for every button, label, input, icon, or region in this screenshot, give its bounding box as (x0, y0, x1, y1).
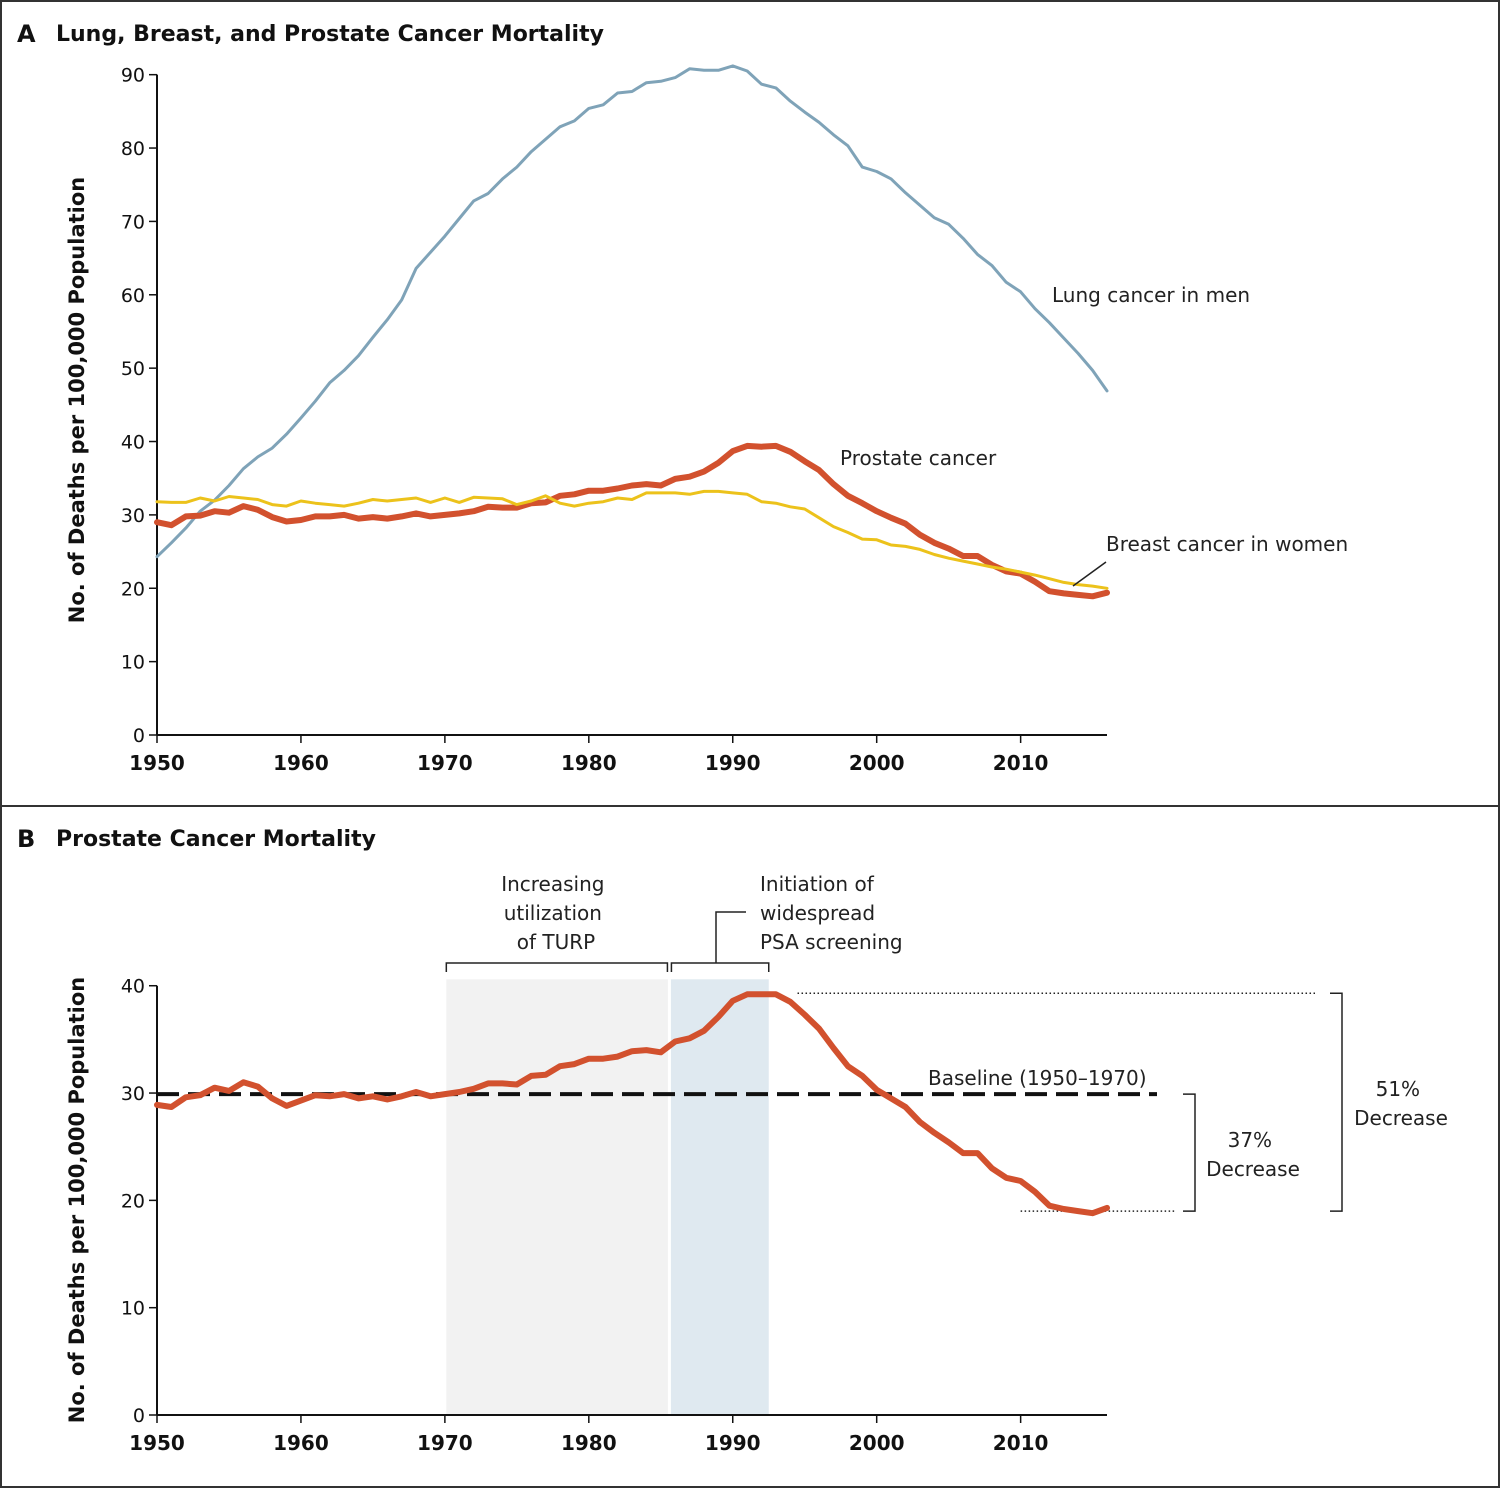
panel-b-period-bracket-turp (445, 962, 669, 972)
decrease-51-line-2: Decrease (1354, 1106, 1448, 1130)
psa-label-line-2: widespread (760, 901, 875, 925)
panel-a-y-tick-label: 20 (121, 578, 145, 600)
panel-b-series-prostate-cancer (154, 991, 1110, 1217)
panel-a-x-tick-label: 1960 (273, 751, 329, 775)
panel-a-y-tick-label: 90 (121, 65, 145, 87)
psa-label-line-1: Initiation of (760, 872, 875, 896)
decrease-37-label: 37% Decrease (1206, 1128, 1300, 1181)
turp-label-line-3: of TURP (517, 930, 595, 954)
panel-a-plot: 0 10 20 30 40 50 60 70 80 90 1950 1960 1970 1980 1990 2… (121, 64, 1110, 775)
panel-a-y-tick-label: 70 (121, 211, 145, 233)
psa-label-line-3: PSA screening (760, 930, 903, 954)
panel-b-psa-leader-line (715, 911, 746, 963)
psa-period-label: Initiation of widespread PSA screening (760, 872, 903, 954)
panel-b-y-tick-label: 10 (121, 1298, 145, 1320)
panel-b-y-tick-label: 30 (121, 1083, 145, 1105)
baseline-label: Baseline (1950–1970) (928, 1066, 1147, 1090)
panel-a-x-tick-label: 1990 (705, 751, 761, 775)
panel-a-x-tick-label: 2000 (849, 751, 905, 775)
panel-a-series-prostate-cancer (154, 442, 1110, 600)
panel-b-x-tick-label: 1970 (417, 1431, 473, 1455)
panel-b-x-tick-label: 1990 (705, 1431, 761, 1455)
panel-a-series-lung-cancer-in-men (155, 64, 1109, 559)
panel-b-period-bracket-psa (670, 962, 770, 972)
panel-a-title: Lung, Breast, and Prostate Cancer Mortal… (56, 22, 604, 47)
panel-a-y-tick-label: 10 (121, 652, 145, 674)
panel-b-x-tick-label: 1950 (129, 1431, 185, 1455)
panel-a-x-tick-label: 1980 (561, 751, 617, 775)
panel-b-decrease-51-bracket (1330, 992, 1343, 1212)
breast-cancer-leader-line (1072, 561, 1107, 587)
panel-a-letter: A (17, 20, 36, 48)
panel-b-letter: B (17, 825, 35, 853)
panel-b-plot: 0 10 20 30 40 1950 1960 1970 1980 1990 2000 2010 (121, 911, 1343, 1455)
decrease-51-line-1: 51% (1376, 1077, 1420, 1101)
panel-a-y-tick-label: 30 (121, 505, 145, 527)
panel-b-x-tick-label: 1960 (273, 1431, 329, 1455)
panel-b-shaded-period-psa (669, 979, 769, 1415)
panel-a-y-tick-label: 0 (133, 725, 145, 747)
panel-b-y-tick-label: 40 (121, 976, 145, 998)
turp-period-label: Increasing utilization of TURP (501, 872, 611, 954)
panel-a-y-axis-label: No. of Deaths per 100,000 Population (65, 177, 89, 624)
panel-b-y-axis-label: No. of Deaths per 100,000 Population (65, 977, 89, 1424)
panel-a-y-tick-label: 40 (121, 432, 145, 454)
decrease-37-line-2: Decrease (1206, 1157, 1300, 1181)
panel-b-frame (0, 805, 1500, 1488)
turp-label-line-1: Increasing (501, 872, 604, 896)
lung-cancer-label: Lung cancer in men (1052, 283, 1250, 307)
panel-b-title: Prostate Cancer Mortality (56, 827, 376, 852)
panel-a-y-tick-label: 80 (121, 138, 145, 160)
panel-a-y-tick-label: 50 (121, 358, 145, 380)
turp-label-line-2: utilization (504, 901, 602, 925)
panel-a-x-tick-label: 1970 (417, 751, 473, 775)
panel-a-x-tick-label: 2010 (993, 751, 1049, 775)
decrease-37-line-1: 37% (1228, 1128, 1272, 1152)
panel-b-x-tick-label: 2010 (993, 1431, 1049, 1455)
panel-b-decrease-37-bracket (1183, 1093, 1196, 1212)
panel-a-frame (0, 0, 1500, 807)
breast-cancer-label: Breast cancer in women (1106, 532, 1348, 556)
panel-b-x-tick-label: 1980 (561, 1431, 617, 1455)
panel-a-y-tick-label: 60 (121, 285, 145, 307)
panel-b-shaded-period-turp (446, 979, 670, 1415)
prostate-cancer-label: Prostate cancer (840, 446, 997, 470)
panel-b-y-tick-label: 20 (121, 1190, 145, 1212)
decrease-51-label: 51% Decrease (1354, 1077, 1448, 1130)
panel-b-y-tick-label: 0 (133, 1405, 145, 1427)
panel-a-x-tick-label: 1950 (129, 751, 185, 775)
panel-b-x-tick-label: 2000 (849, 1431, 905, 1455)
panel-a-series-breast-cancer-in-women (155, 489, 1109, 590)
